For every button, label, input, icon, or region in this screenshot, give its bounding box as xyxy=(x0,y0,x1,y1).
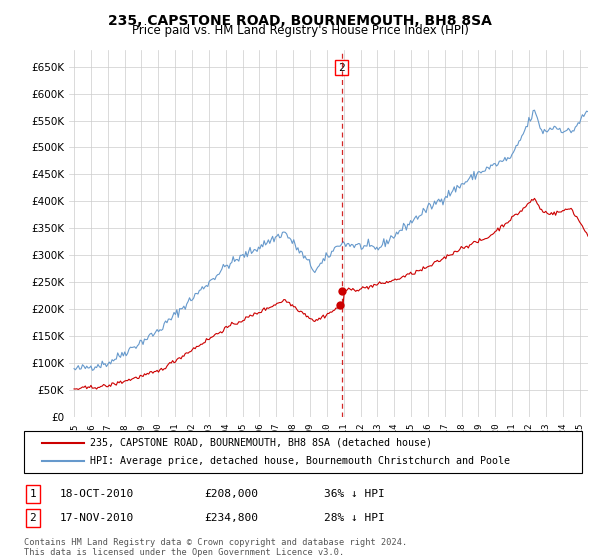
Text: 235, CAPSTONE ROAD, BOURNEMOUTH, BH8 8SA: 235, CAPSTONE ROAD, BOURNEMOUTH, BH8 8SA xyxy=(108,14,492,28)
Text: Contains HM Land Registry data © Crown copyright and database right 2024.
This d: Contains HM Land Registry data © Crown c… xyxy=(24,538,407,557)
Text: £208,000: £208,000 xyxy=(204,489,258,499)
Text: 1: 1 xyxy=(29,489,37,499)
Text: 2: 2 xyxy=(29,513,37,523)
Text: 28% ↓ HPI: 28% ↓ HPI xyxy=(324,513,385,523)
Text: 36% ↓ HPI: 36% ↓ HPI xyxy=(324,489,385,499)
Text: 2: 2 xyxy=(338,63,345,73)
Text: Price paid vs. HM Land Registry's House Price Index (HPI): Price paid vs. HM Land Registry's House … xyxy=(131,24,469,37)
Text: 17-NOV-2010: 17-NOV-2010 xyxy=(60,513,134,523)
Text: HPI: Average price, detached house, Bournemouth Christchurch and Poole: HPI: Average price, detached house, Bour… xyxy=(90,456,510,466)
Text: 235, CAPSTONE ROAD, BOURNEMOUTH, BH8 8SA (detached house): 235, CAPSTONE ROAD, BOURNEMOUTH, BH8 8SA… xyxy=(90,438,432,448)
Text: £234,800: £234,800 xyxy=(204,513,258,523)
Text: 18-OCT-2010: 18-OCT-2010 xyxy=(60,489,134,499)
